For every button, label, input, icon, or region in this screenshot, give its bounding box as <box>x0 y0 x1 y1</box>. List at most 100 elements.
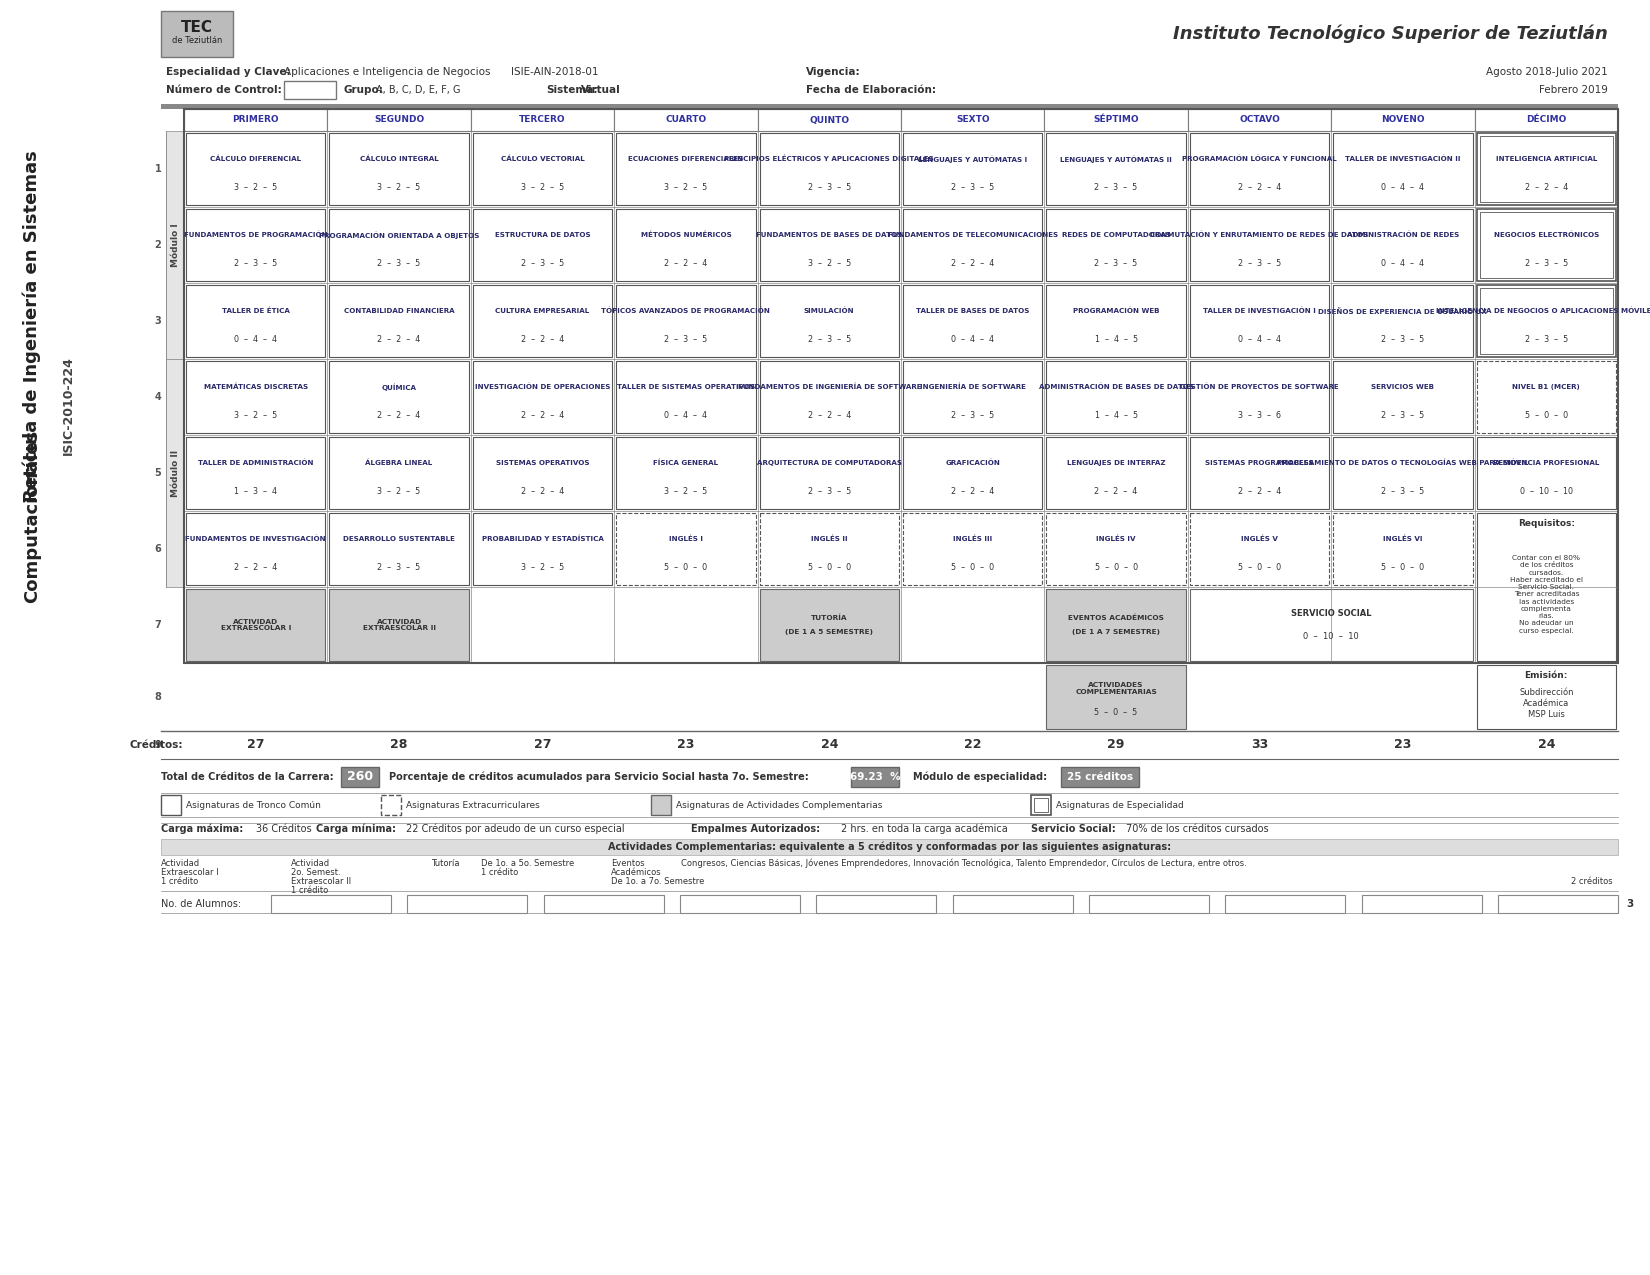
Text: 0  –  10  –  10: 0 – 10 – 10 <box>1520 487 1572 496</box>
Bar <box>342 768 380 787</box>
Bar <box>1477 666 1615 729</box>
Bar <box>271 895 391 913</box>
Text: Módulo de especialidad:: Módulo de especialidad: <box>912 771 1048 783</box>
Text: 3  –  2  –  5: 3 – 2 – 5 <box>521 182 564 191</box>
Text: CONMUTACIÓN Y ENRUTAMIENTO DE REDES DE DATOS: CONMUTACIÓN Y ENRUTAMIENTO DE REDES DE D… <box>1150 232 1368 238</box>
Text: Módulo II: Módulo II <box>170 450 180 496</box>
Bar <box>652 796 672 815</box>
Text: Aplicaciones e Inteligencia de Negocios: Aplicaciones e Inteligencia de Negocios <box>284 68 490 76</box>
Text: INGLÉS II: INGLÉS II <box>812 536 848 542</box>
Text: Febrero 2019: Febrero 2019 <box>1539 85 1609 96</box>
Text: FUNDAMENTOS DE INVESTIGACIÓN: FUNDAMENTOS DE INVESTIGACIÓN <box>185 536 327 542</box>
Text: NIVEL B1 (MCER): NIVEL B1 (MCER) <box>1513 384 1581 390</box>
Bar <box>284 82 337 99</box>
Bar <box>680 895 800 913</box>
Bar <box>1089 895 1209 913</box>
Text: SERVICIOS WEB: SERVICIOS WEB <box>1371 384 1434 390</box>
Bar <box>757 108 901 131</box>
Text: Actividad: Actividad <box>162 859 200 868</box>
Text: 3  –  2  –  5: 3 – 2 – 5 <box>521 562 564 571</box>
Text: 2  –  3  –  5: 2 – 3 – 5 <box>378 562 421 571</box>
Text: REDES DE COMPUTADORAS: REDES DE COMPUTADORAS <box>1061 232 1170 238</box>
Text: TALLER DE BASES DE DATOS: TALLER DE BASES DE DATOS <box>916 309 1030 314</box>
Text: 8: 8 <box>155 692 162 703</box>
Text: Contar con el 80%
de los créditos
cursados.
Haber acreditado el
Servicio Social.: Contar con el 80% de los créditos cursad… <box>1510 555 1582 634</box>
Text: Computacionales: Computacionales <box>23 430 41 603</box>
Text: FUNDAMENTOS DE BASES DE DATOS: FUNDAMENTOS DE BASES DE DATOS <box>756 232 903 238</box>
Text: Académicos: Académicos <box>610 868 662 877</box>
Bar <box>1044 108 1188 131</box>
Bar <box>1190 437 1330 509</box>
Text: 3  –  3  –  6: 3 – 3 – 6 <box>1238 411 1280 419</box>
Text: 3  –  2  –  5: 3 – 2 – 5 <box>234 182 277 191</box>
Text: No. de Alumnos:: No. de Alumnos: <box>162 899 241 909</box>
Bar <box>614 108 757 131</box>
Text: Actividad: Actividad <box>290 859 330 868</box>
Text: 33: 33 <box>1251 738 1269 751</box>
Text: 2  –  3  –  5: 2 – 3 – 5 <box>950 411 995 419</box>
Bar <box>330 286 469 357</box>
Text: PROGRAMACIÓN ORIENTADA A OBJETOS: PROGRAMACIÓN ORIENTADA A OBJETOS <box>318 231 478 238</box>
Bar <box>186 437 325 509</box>
Bar <box>903 286 1043 357</box>
Bar <box>1190 286 1330 357</box>
Text: 28: 28 <box>391 738 408 751</box>
Text: 27: 27 <box>248 738 264 751</box>
Text: 260: 260 <box>346 770 373 784</box>
Bar <box>186 513 325 585</box>
Text: FÍSICA GENERAL: FÍSICA GENERAL <box>653 460 718 467</box>
Text: TEC: TEC <box>182 19 213 34</box>
Text: INGENIERÍA DE SOFTWARE: INGENIERÍA DE SOFTWARE <box>919 384 1026 390</box>
Bar <box>1046 437 1186 509</box>
Text: SEGUNDO: SEGUNDO <box>375 116 424 125</box>
Text: NEGOCIOS ELECTRÓNICOS: NEGOCIOS ELECTRÓNICOS <box>1493 232 1599 238</box>
Text: 5  –  0  –  0: 5 – 0 – 0 <box>1094 562 1137 571</box>
Text: Asignaturas de Especialidad: Asignaturas de Especialidad <box>1056 801 1183 810</box>
Text: 2  –  2  –  4: 2 – 2 – 4 <box>950 259 995 268</box>
Text: INGLÉS I: INGLÉS I <box>668 536 703 542</box>
Bar <box>759 133 899 205</box>
Text: 5  –  0  –  0: 5 – 0 – 0 <box>950 562 995 571</box>
Text: De 1o. a 5o. Semestre: De 1o. a 5o. Semestre <box>482 859 574 868</box>
Text: TALLER DE ADMINISTRACIÓN: TALLER DE ADMINISTRACIÓN <box>198 460 314 467</box>
Bar <box>759 589 899 660</box>
Bar <box>1477 513 1615 660</box>
Text: INGLÉS VI: INGLÉS VI <box>1383 536 1422 542</box>
Bar <box>474 286 612 357</box>
Bar <box>330 589 469 660</box>
Text: 24: 24 <box>1538 738 1554 751</box>
Bar <box>162 105 1619 108</box>
Text: TALLER DE ÉTICA: TALLER DE ÉTICA <box>221 307 290 315</box>
Text: Fecha de Elaboración:: Fecha de Elaboración: <box>805 85 936 96</box>
Bar <box>615 209 756 280</box>
Text: 2  –  3  –  5: 2 – 3 – 5 <box>521 259 564 268</box>
Text: Eventos: Eventos <box>610 859 645 868</box>
Text: 1 crédito: 1 crédito <box>290 886 328 895</box>
Text: ÁLGEBRA LINEAL: ÁLGEBRA LINEAL <box>365 460 432 467</box>
Bar <box>903 133 1043 205</box>
Text: Retícula de Ingeniería en Sistemas: Retícula de Ingeniería en Sistemas <box>23 150 41 502</box>
Bar <box>185 108 1619 663</box>
Text: LENGUAJES DE INTERFAZ: LENGUAJES DE INTERFAZ <box>1068 460 1165 467</box>
Bar <box>1477 209 1615 280</box>
Text: TALLER DE INVESTIGACIÓN II: TALLER DE INVESTIGACIÓN II <box>1345 156 1460 162</box>
Text: de Teziutlán: de Teziutlán <box>172 37 223 46</box>
Text: Instituto Tecnológico Superior de Teziutlán: Instituto Tecnológico Superior de Teziut… <box>1173 24 1609 43</box>
Text: CUARTO: CUARTO <box>665 116 706 125</box>
Text: 5  –  0  –  0: 5 – 0 – 0 <box>665 562 708 571</box>
Bar <box>543 895 663 913</box>
Bar <box>1046 666 1186 729</box>
Text: INTELIGENCIA ARTIFICIAL: INTELIGENCIA ARTIFICIAL <box>1495 156 1597 162</box>
Bar <box>474 513 612 585</box>
Text: TÓPICOS AVANZADOS DE PROGRAMACIÓN: TÓPICOS AVANZADOS DE PROGRAMACIÓN <box>602 307 771 315</box>
Text: Carga máxima:: Carga máxima: <box>162 824 243 834</box>
Text: 1  –  4  –  5: 1 – 4 – 5 <box>1094 335 1137 344</box>
Bar <box>185 108 327 131</box>
Text: INVESTIGACIÓN DE OPERACIONES: INVESTIGACIÓN DE OPERACIONES <box>475 384 610 390</box>
Text: MATEMÁTICAS DISCRETAS: MATEMÁTICAS DISCRETAS <box>203 384 309 390</box>
Bar <box>1226 895 1345 913</box>
Text: FUNDAMENTOS DE TELECOMUNICACIONES: FUNDAMENTOS DE TELECOMUNICACIONES <box>888 232 1058 238</box>
Bar <box>330 133 469 205</box>
Text: LENGUAJES Y AUTÓMATAS II: LENGUAJES Y AUTÓMATAS II <box>1061 156 1172 163</box>
Bar <box>162 11 233 57</box>
